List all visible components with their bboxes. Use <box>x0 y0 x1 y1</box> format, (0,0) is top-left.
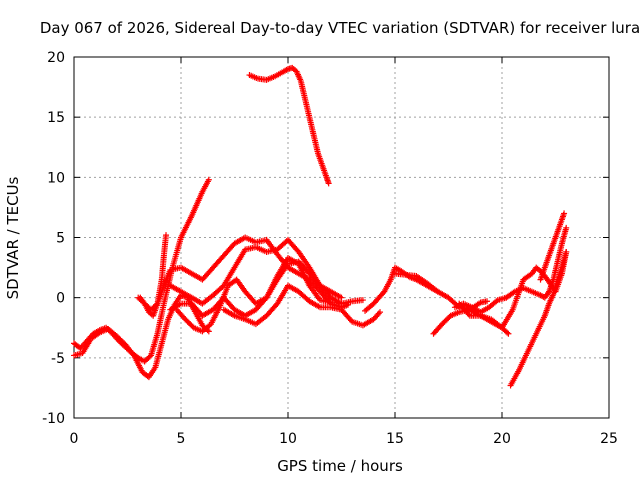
series-track-o <box>503 224 570 301</box>
chart-title: Day 067 of 2026, Sidereal Day-to-day VTE… <box>40 19 640 37</box>
plot-frame <box>73 56 610 419</box>
data-point <box>563 248 570 255</box>
y-tick-label: -5 <box>51 351 65 367</box>
series-track-l <box>430 306 512 337</box>
axis-ticks: 0 5 10 15 20 25 -10 -5 0 5 10 15 20 <box>42 50 618 447</box>
x-tick-label: 0 <box>70 431 79 447</box>
x-tick-label: 25 <box>600 431 618 447</box>
y-tick-label: -10 <box>42 411 65 427</box>
y-tick-label: 0 <box>56 291 65 307</box>
y-tick-label: 5 <box>56 231 65 247</box>
series-track-q <box>507 248 570 389</box>
x-tick-label: 20 <box>493 431 511 447</box>
data-point <box>465 311 472 318</box>
y-tick-label: 10 <box>47 170 65 186</box>
data-marks <box>71 64 570 389</box>
data-point <box>338 294 345 301</box>
data-point <box>505 330 512 337</box>
data-point <box>163 232 170 239</box>
data-point <box>325 180 332 187</box>
series-track-b <box>71 292 212 381</box>
series-track-p <box>537 210 568 283</box>
x-axis-label: GPS time / hours <box>277 457 403 475</box>
series-track-j <box>362 264 441 314</box>
series-track-h <box>220 282 384 329</box>
x-tick-label: 15 <box>386 431 404 447</box>
data-point <box>153 301 160 308</box>
x-tick-label: 5 <box>177 431 186 447</box>
data-point <box>146 353 153 360</box>
grid-lines <box>74 57 609 418</box>
data-point <box>359 297 366 304</box>
data-point <box>380 289 387 296</box>
y-tick-label: 20 <box>47 50 65 66</box>
series-track-k <box>392 270 491 313</box>
data-point <box>205 328 212 335</box>
data-point <box>504 329 511 336</box>
data-point <box>561 210 568 217</box>
y-axis-label: SDTVAR / TECUs <box>4 176 22 299</box>
data-point <box>563 224 570 231</box>
data-point <box>484 298 491 305</box>
x-tick-label: 10 <box>279 431 297 447</box>
series-track-g <box>173 254 334 335</box>
data-point <box>205 176 212 183</box>
series-track-i <box>246 64 332 187</box>
data-point <box>377 309 384 316</box>
y-tick-label: 15 <box>47 110 65 126</box>
